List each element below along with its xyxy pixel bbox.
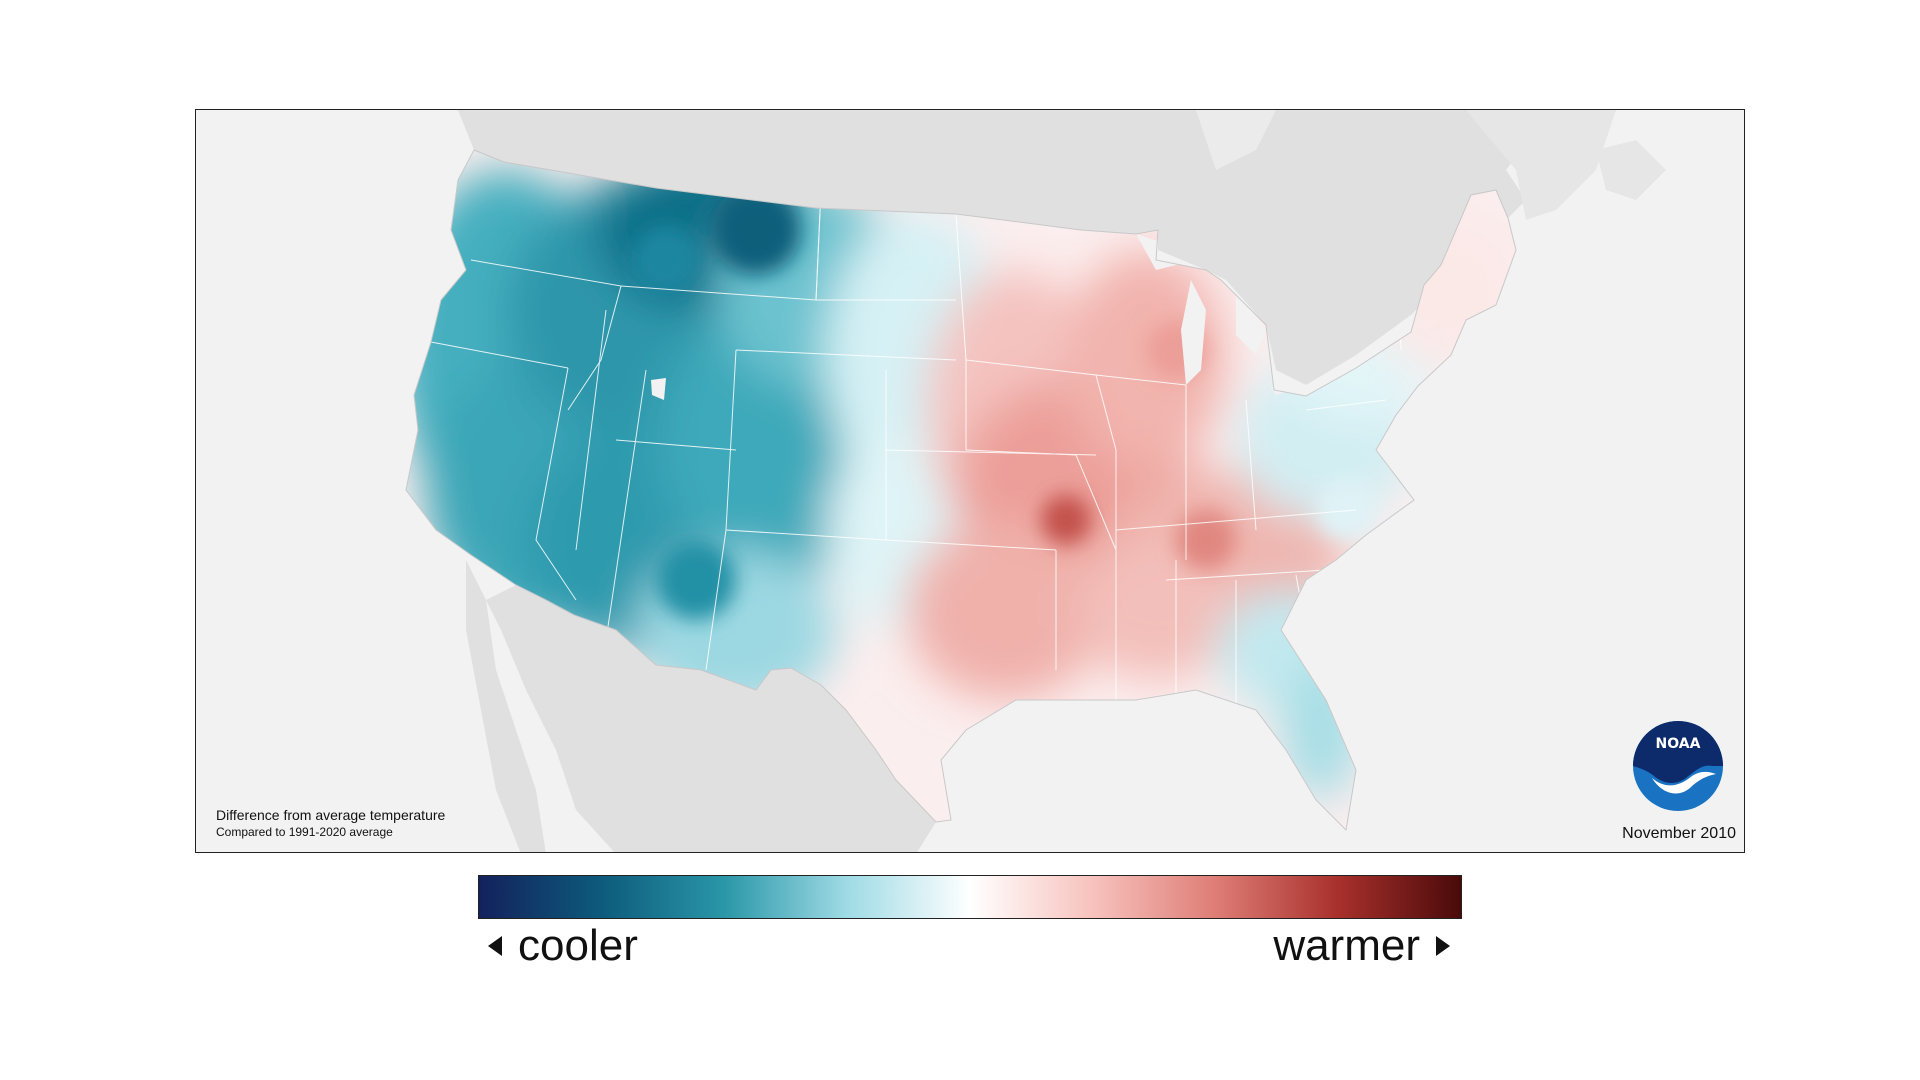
warmer-label: warmer [1273,918,1450,974]
mexico-landmass [486,585,936,852]
temperature-anomaly-map [196,110,1744,852]
warmer-text: warmer [1273,921,1420,970]
map-panel: Difference from average temperature Comp… [195,109,1745,853]
cooler-label: cooler [488,918,638,974]
left-arrow-icon [488,936,502,956]
color-scale-bar [478,875,1462,919]
canada-landmass [446,110,1744,385]
map-date: November 2010 [1622,825,1736,842]
noaa-logo-text: NOAA [1656,736,1701,752]
right-arrow-icon [1436,936,1450,956]
map-caption-subtitle: Compared to 1991-2020 average [216,825,393,839]
map-caption-title: Difference from average temperature [216,807,446,823]
cooler-text: cooler [518,921,638,970]
noaa-logo: NOAA [1633,721,1723,811]
